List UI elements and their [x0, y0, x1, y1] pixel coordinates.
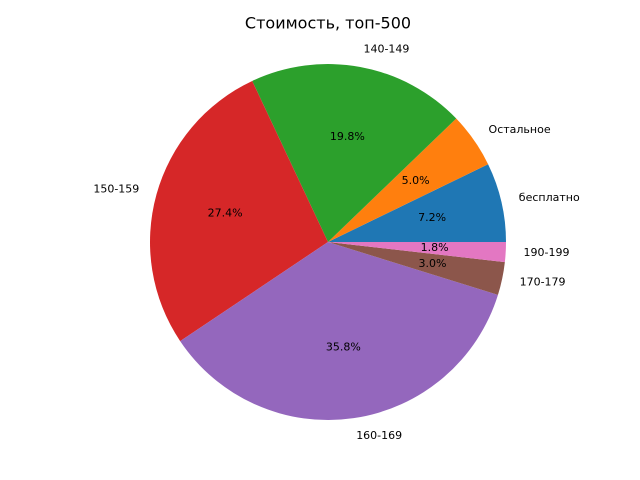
chart-title: Стоимость, топ-500	[245, 14, 411, 33]
slice-label: 190-199	[523, 246, 569, 259]
pie-slice	[180, 242, 498, 421]
pie-slice	[328, 118, 489, 242]
pie-slice	[252, 64, 457, 243]
slice-label: 140-149	[363, 42, 409, 55]
slice-label: 160-169	[356, 429, 402, 442]
value-label: 35.8%	[326, 341, 361, 354]
pie-slice	[328, 242, 506, 263]
value-label: 7.2%	[418, 211, 446, 224]
slice-label: бесплатно	[519, 191, 580, 204]
value-label: 1.8%	[421, 241, 449, 254]
slice-label: 150-159	[93, 183, 139, 196]
pie-slice	[328, 164, 506, 242]
value-label: 27.4%	[208, 206, 243, 219]
pie-slice	[149, 80, 328, 342]
value-label: 19.8%	[330, 130, 365, 143]
value-label: 3.0%	[419, 257, 447, 270]
value-label: 5.0%	[402, 174, 430, 187]
slice-label: 170-179	[520, 275, 566, 288]
pie-slice	[328, 242, 505, 295]
slice-label: Остальное	[489, 123, 551, 136]
